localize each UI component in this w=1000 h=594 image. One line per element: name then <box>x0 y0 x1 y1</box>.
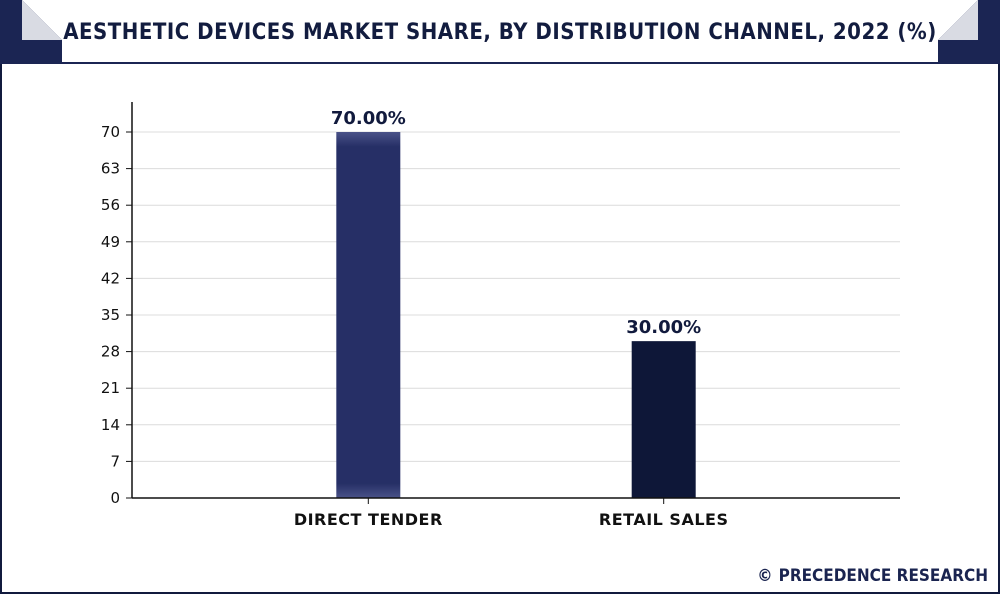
brand-footer: © PRECEDENCE RESEARCH <box>757 566 988 586</box>
bars <box>336 132 696 498</box>
y-tick-label: 7 <box>110 452 120 470</box>
header-right-shade <box>938 0 978 40</box>
y-tick-label: 35 <box>101 306 120 324</box>
data-label: 70.00% <box>331 108 406 129</box>
x-category-label: DIRECT TENDER <box>294 510 443 529</box>
header-background <box>0 0 1000 64</box>
y-tick-label: 63 <box>101 160 120 178</box>
y-tick-label: 70 <box>101 123 120 141</box>
labels: 0 7 14 21 28 35 42 49 56 63 70 70.00% DIRECT TENDER 3… <box>101 108 729 529</box>
header-band <box>0 0 1000 64</box>
y-tick-label: 0 <box>110 489 120 507</box>
brand-name: PRECEDENCE RESEARCH <box>778 566 988 586</box>
y-tick-label: 14 <box>101 416 120 434</box>
bar-direct-tender <box>336 132 401 498</box>
y-tick-label: 28 <box>101 343 120 361</box>
gridlines <box>132 131 900 462</box>
bar-retail-sales <box>631 341 696 498</box>
y-tick-label: 49 <box>101 233 120 251</box>
y-tick-label: 56 <box>101 196 120 214</box>
copyright-icon: © <box>757 566 773 586</box>
axes <box>126 102 900 504</box>
header-left-shade <box>22 0 62 40</box>
data-label: 30.00% <box>626 317 701 338</box>
y-tick-label: 42 <box>101 269 120 287</box>
x-category-label: RETAIL SALES <box>599 510 729 529</box>
page-title: AESTHETIC DEVICES MARKET SHARE, BY DISTR… <box>63 19 937 45</box>
y-tick-label: 21 <box>101 379 120 397</box>
